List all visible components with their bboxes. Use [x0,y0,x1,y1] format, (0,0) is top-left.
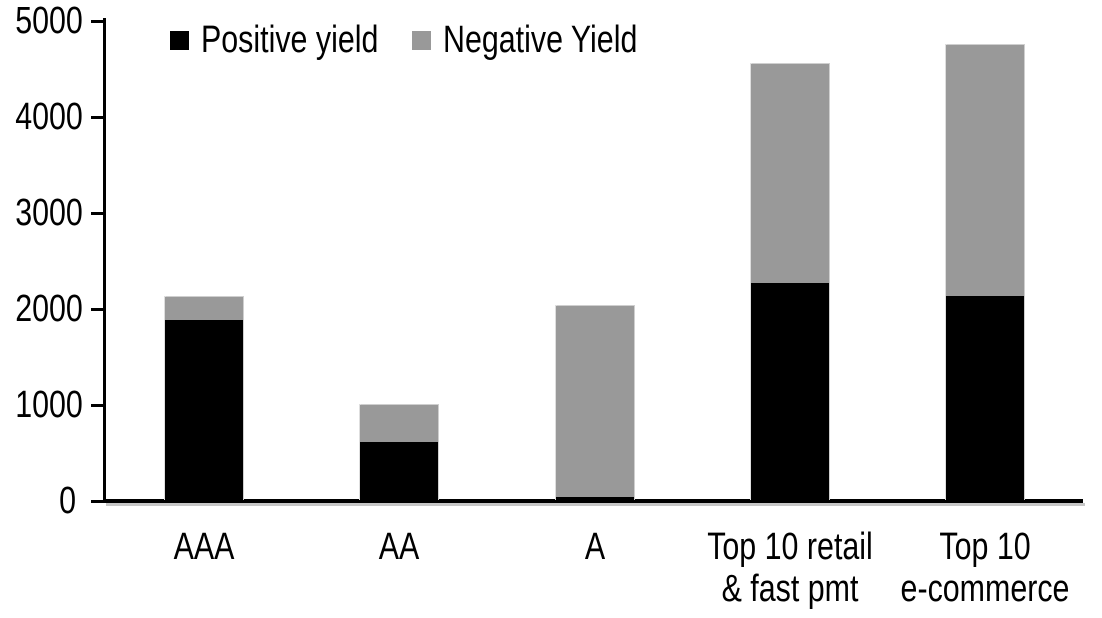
y-tick-label: 0 [59,480,76,522]
x-axis-label-top-10-retail-fast-pmt: Top 10 retail & fast pmt [670,526,910,610]
x-axis-label-line: A [584,526,606,568]
y-tick-label: 4000 [15,96,83,138]
y-axis-tick [91,404,104,407]
legend-item-positive-yield: Positive yield [170,19,423,61]
bar-segment-positive-yield-a [556,496,634,501]
legend-item-negative-yield: Negative Yield [412,19,686,61]
legend-label: Negative Yield [443,19,638,61]
bar-segment-negative-yield-a [556,306,634,497]
bar-stack-top-10-retail-fast-pmt [751,63,829,501]
y-axis-tick [91,116,104,119]
bar-stack-aa [360,405,438,501]
y-axis-tick [91,308,104,311]
y-axis-tick [91,212,104,215]
x-axis-label-line: & fast pmt [721,568,859,610]
y-tick-label: 2000 [15,288,83,330]
bar-segment-positive-yield-aaa [165,319,243,501]
y-tick-label: 5000 [15,0,83,42]
x-axis-shadow [106,503,1085,506]
x-axis-label-line: Top 10 retail [707,526,873,568]
bar-segment-positive-yield-top-10-e-commerce [946,295,1024,501]
x-axis-line [103,499,1083,503]
bar-segment-negative-yield-top-10-e-commerce [946,44,1024,296]
bar-stack-top-10-e-commerce [946,44,1024,501]
bar-segment-negative-yield-top-10-retail-fast-pmt [751,63,829,284]
y-tick-label: 3000 [15,192,83,234]
x-axis-label-line: e-commerce [900,568,1070,610]
y-axis-tick [91,20,104,23]
bar-segment-negative-yield-aaa [165,297,243,320]
x-axis-label-line: Top 10 [939,526,1031,568]
bar-segment-positive-yield-top-10-retail-fast-pmt [751,283,829,501]
bar-stack-a [556,306,634,501]
x-axis-label-line: AAA [173,526,235,568]
x-axis-label-line: AA [378,526,420,568]
legend-swatch-negative-yield [412,30,431,50]
y-axis-tick [91,500,104,503]
x-axis-label-a: A [475,526,715,568]
y-axis-line [103,18,106,503]
bar-segment-positive-yield-aa [360,441,438,501]
legend-label: Positive yield [201,19,379,61]
bar-segment-negative-yield-aa [360,405,438,442]
y-tick-label: 1000 [15,384,83,426]
x-axis-label-aaa: AAA [84,526,324,568]
bar-stack-aaa [165,297,243,501]
x-axis-label-top-10-e-commerce: Top 10 e-commerce [865,526,1102,610]
legend-swatch-positive-yield [170,30,189,50]
x-axis-label-aa: AA [279,526,519,568]
